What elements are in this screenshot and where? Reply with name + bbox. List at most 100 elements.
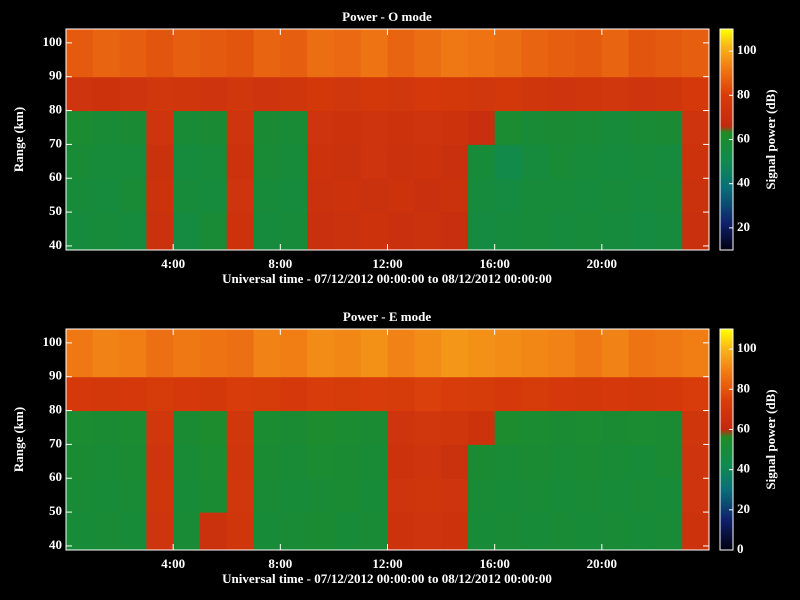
- heat-cell: [387, 329, 415, 378]
- heat-cell: [226, 212, 255, 251]
- heat-cell: [92, 478, 121, 513]
- heat-cell: [521, 110, 549, 145]
- heat-cell: [307, 329, 335, 378]
- heat-cell: [521, 29, 549, 78]
- heat-cell: [494, 76, 522, 112]
- heat-cell: [494, 144, 522, 179]
- heat-cell: [521, 329, 549, 378]
- heat-cell: [307, 76, 335, 112]
- heat-cell: [280, 410, 308, 445]
- heat-cell: [467, 110, 496, 145]
- heat-cell: [119, 512, 147, 551]
- colorbar-tick-label: 100: [737, 340, 757, 355]
- heat-cell: [146, 512, 174, 551]
- heat-cell: [467, 212, 496, 251]
- heat-cell: [119, 76, 147, 112]
- heat-cell: [173, 212, 201, 251]
- heat-cell: [226, 512, 255, 551]
- heat-cell: [226, 76, 255, 112]
- heat-cell: [548, 212, 576, 251]
- heat-cell: [575, 410, 603, 445]
- y-tick-label: 80: [49, 402, 62, 417]
- heat-cell: [467, 144, 496, 179]
- heat-cell: [280, 478, 308, 513]
- x-tick-label: 4:00: [161, 556, 185, 571]
- heat-cell: [333, 144, 362, 179]
- colorbar-label: Signal power (dB): [763, 89, 778, 189]
- heat-cell: [333, 376, 362, 412]
- heat-cell: [628, 29, 656, 78]
- heat-cell: [92, 212, 121, 251]
- heat-cell: [601, 512, 630, 551]
- heat-cell: [333, 329, 362, 378]
- heat-cell: [360, 512, 388, 551]
- heat-cell: [548, 110, 576, 145]
- heat-cell: [92, 376, 121, 412]
- heat-cell: [253, 478, 281, 513]
- heat-cell: [548, 376, 576, 412]
- heat-cell: [307, 444, 335, 479]
- heat-cell: [467, 478, 496, 513]
- heat-cell: [146, 444, 174, 479]
- heat-cell: [360, 110, 388, 145]
- heat-cell: [253, 444, 281, 479]
- heat-cell: [548, 178, 576, 213]
- x-axis-label: Universal time - 07/12/2012 00:00:00 to …: [222, 571, 552, 586]
- x-tick-label: 20:00: [587, 256, 617, 271]
- heat-cell: [66, 478, 94, 513]
- y-tick-label: 100: [43, 34, 63, 49]
- heat-cell: [226, 329, 255, 378]
- heat-cell: [333, 410, 362, 445]
- heat-cell: [226, 110, 255, 145]
- heat-cell: [575, 29, 603, 78]
- heat-cell: [333, 512, 362, 551]
- heat-cell: [655, 478, 683, 513]
- heat-cell: [119, 376, 147, 412]
- heat-cell: [280, 512, 308, 551]
- heat-cell: [387, 478, 415, 513]
- heat-cell: [628, 178, 656, 213]
- heat-cell: [173, 329, 201, 378]
- heat-cell: [173, 512, 201, 551]
- heat-cell: [173, 410, 201, 445]
- heat-cell: [494, 212, 522, 251]
- heat-cell: [414, 512, 442, 551]
- heat-cell: [548, 478, 576, 513]
- heat-cell: [146, 178, 174, 213]
- heat-cell: [92, 512, 121, 551]
- colorbar-tick-label: 60: [737, 420, 750, 435]
- heat-cell: [253, 410, 281, 445]
- y-tick-label: 100: [43, 334, 63, 349]
- heat-cell: [521, 512, 549, 551]
- heat-cell: [575, 76, 603, 112]
- heat-cell: [119, 329, 147, 378]
- heat-cell: [253, 29, 281, 78]
- heat-cell: [441, 329, 469, 378]
- heat-cell: [280, 376, 308, 412]
- heat-cell: [173, 76, 201, 112]
- heat-cell: [119, 144, 147, 179]
- heat-cell: [655, 329, 683, 378]
- heat-cell: [521, 376, 549, 412]
- heat-cell: [494, 376, 522, 412]
- colorbar: [719, 328, 734, 551]
- heat-cell: [66, 444, 94, 479]
- heat-cell: [360, 478, 388, 513]
- heat-cell: [146, 478, 174, 513]
- heat-cell: [92, 29, 121, 78]
- heat-cell: [521, 178, 549, 213]
- heat-cell: [119, 29, 147, 78]
- heat-cell: [66, 410, 94, 445]
- heat-cell: [628, 376, 656, 412]
- heat-cell: [628, 512, 656, 551]
- heat-cell: [360, 76, 388, 112]
- heat-cell: [548, 144, 576, 179]
- heat-cell: [628, 444, 656, 479]
- colorbar-tick-label: 80: [737, 86, 750, 101]
- colorbar-tick-label: 20: [737, 219, 750, 234]
- heat-cell: [360, 178, 388, 213]
- heat-cell: [655, 512, 683, 551]
- heat-cell: [521, 444, 549, 479]
- heat-cell: [575, 444, 603, 479]
